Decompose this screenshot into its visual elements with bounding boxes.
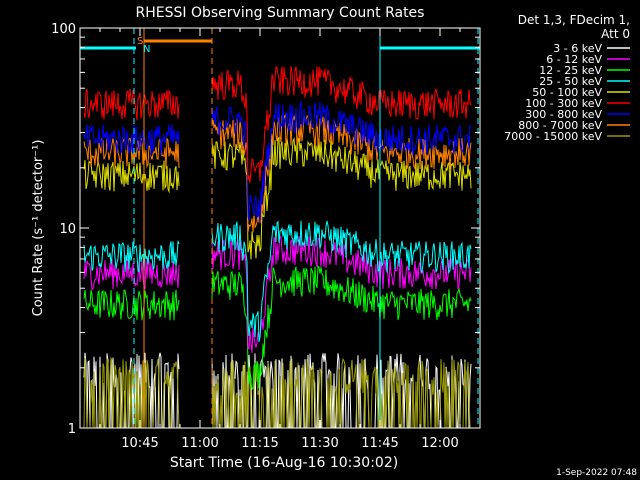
- y-tick-label: 10: [59, 222, 76, 237]
- legend-item: 800 - 7000 keV: [518, 119, 630, 132]
- axis-layer: 10:45 11:00 11:15 11:30 11:45 12:00 1 10 100: [51, 22, 480, 451]
- legend-item: 3 - 6 keV: [553, 42, 630, 55]
- legend-item: 300 - 800 keV: [525, 108, 630, 121]
- legend-label: 300 - 800 keV: [525, 108, 602, 121]
- legend-item: 6 - 12 keV: [546, 53, 630, 66]
- legend-header-2: Att 0: [601, 27, 630, 41]
- legend-item: 7000 - 15000 keV: [504, 130, 630, 143]
- x-tick-label: 11:15: [241, 436, 278, 451]
- legend-label: 50 - 100 keV: [532, 86, 602, 99]
- flag-N: N: [143, 44, 150, 55]
- x-tick-label: 11:30: [301, 436, 338, 451]
- chart-title: RHESSI Observing Summary Count Rates: [136, 5, 425, 21]
- y-tick-label: 100: [51, 22, 76, 37]
- legend-label: 3 - 6 keV: [553, 42, 602, 55]
- legend-item: 50 - 100 keV: [532, 86, 630, 99]
- legend-label: 12 - 25 keV: [539, 64, 602, 77]
- legend-header-1: Det 1,3, FDecim 1,: [518, 13, 630, 27]
- x-tick-label: 11:00: [181, 436, 218, 451]
- legend-item: 25 - 50 keV: [539, 75, 630, 88]
- legend-item: 12 - 25 keV: [539, 64, 630, 77]
- x-tick-label: 12:00: [421, 436, 458, 451]
- x-tick-label: 10:45: [121, 436, 158, 451]
- flag-S: S: [137, 36, 143, 47]
- legend-label: 6 - 12 keV: [546, 53, 602, 66]
- legend-label: 100 - 300 keV: [525, 97, 602, 110]
- footer-date: 1-Sep-2022 07:48: [556, 468, 637, 478]
- data-layer: SN: [79, 28, 480, 428]
- y-axis-title: Count Rate (s⁻¹ detector⁻¹): [31, 140, 46, 317]
- y-tick-label: 1: [68, 422, 76, 437]
- legend-label: 800 - 7000 keV: [518, 119, 602, 132]
- legend-label: 25 - 50 keV: [539, 75, 602, 88]
- x-tick-label: 11:45: [361, 436, 398, 451]
- x-axis-title: Start Time (16-Aug-16 10:30:02): [170, 455, 398, 471]
- legend-label: 7000 - 15000 keV: [504, 130, 602, 143]
- legend-item: 100 - 300 keV: [525, 97, 630, 110]
